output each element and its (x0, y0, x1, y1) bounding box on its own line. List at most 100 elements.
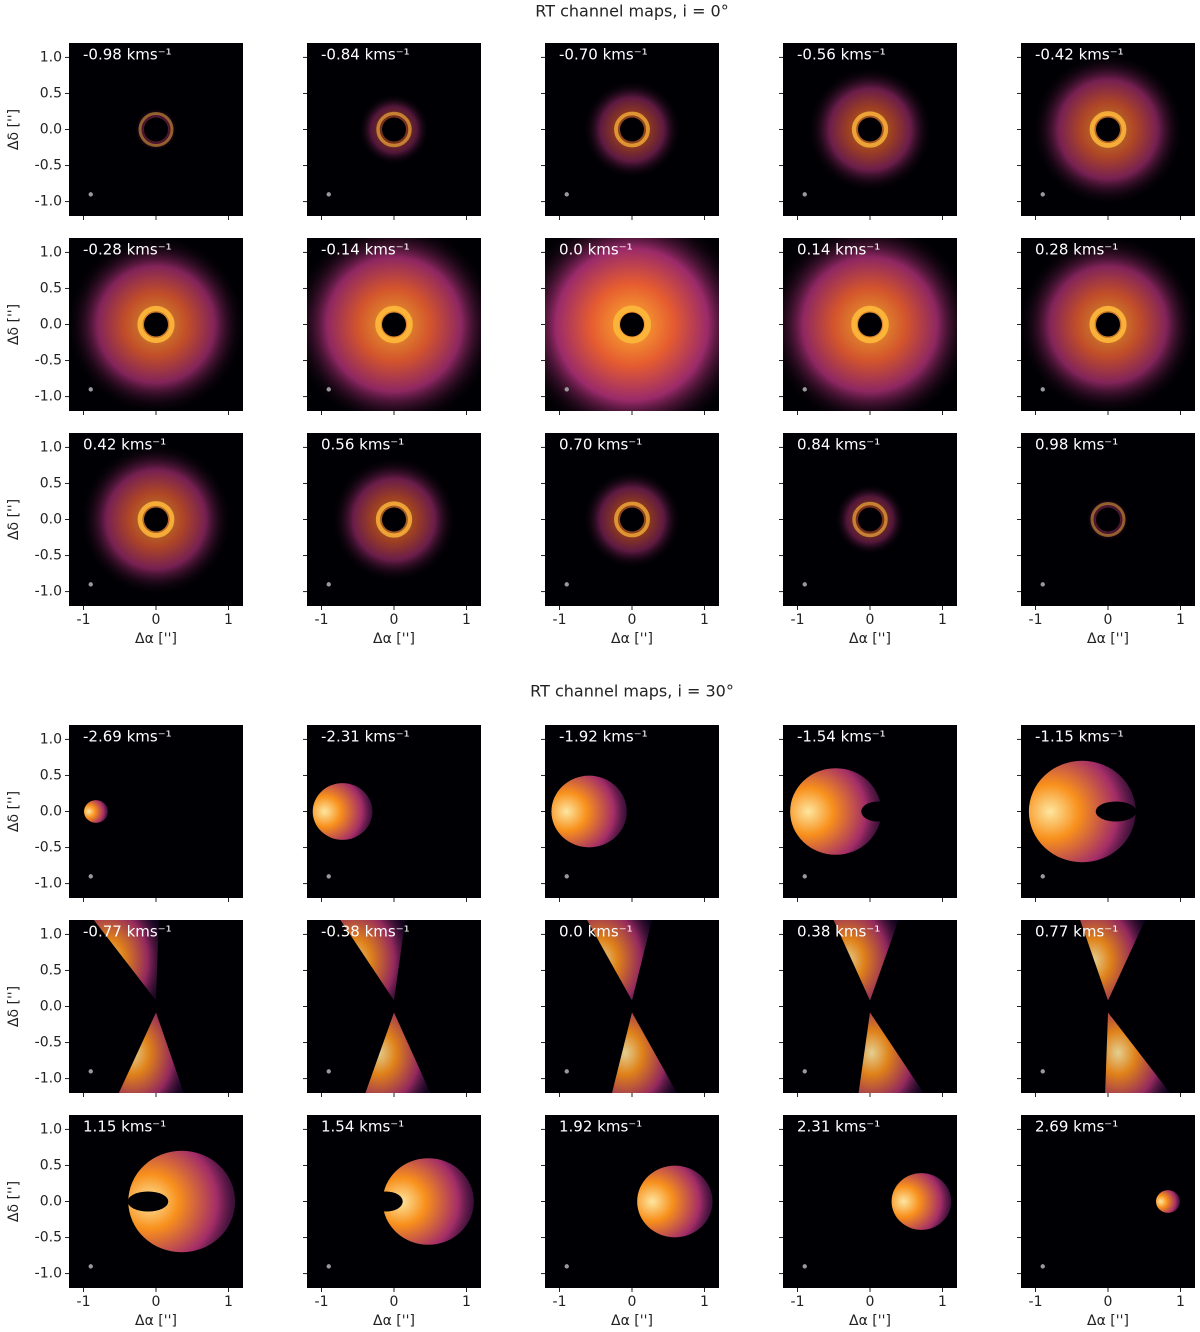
y-tick-label: 0.0 (40, 122, 62, 138)
channel-map (69, 43, 243, 216)
cavity (620, 117, 644, 142)
channel-label: 1.54 kms⁻¹ (321, 1118, 404, 1136)
channel-label: 0.56 kms⁻¹ (321, 436, 404, 454)
channel-map (69, 238, 243, 411)
beam (1040, 874, 1045, 879)
y-tick-label: 0.5 (40, 1157, 62, 1173)
x-tick-label: 1 (1176, 1294, 1185, 1310)
x-tick-label: 1 (938, 1294, 947, 1310)
channel-label: -0.28 kms⁻¹ (83, 241, 172, 259)
beam (88, 387, 93, 392)
x-tick-label: 1 (1176, 612, 1185, 628)
emission-lobe (1028, 760, 1136, 863)
channel-map (1021, 1115, 1195, 1288)
x-axis-label: Δα [''] (611, 1313, 653, 1329)
y-tick-label: 1.0 (40, 49, 62, 65)
channel-map (69, 725, 243, 898)
x-tick-label: 1 (700, 612, 709, 628)
emission-ring (1090, 502, 1126, 537)
x-tick-label: 0 (390, 1294, 399, 1310)
x-axis-label: Δα [''] (1087, 1313, 1129, 1329)
y-tick-label: 0.0 (40, 804, 62, 820)
emission-lobe (128, 1150, 236, 1253)
channel-label: 0.77 kms⁻¹ (1035, 923, 1118, 941)
x-tick-label: -1 (315, 612, 329, 628)
emission-ring (614, 111, 650, 148)
channel-map (545, 43, 719, 216)
beam (88, 1264, 93, 1269)
beam (802, 1264, 807, 1269)
x-tick-label: 0 (628, 612, 637, 628)
channel-map (307, 433, 481, 606)
channel-map (1021, 433, 1195, 606)
beam (88, 582, 93, 587)
channel-label: 0.70 kms⁻¹ (559, 436, 642, 454)
y-tick-label: 0.5 (40, 767, 62, 783)
emission-lobe (551, 775, 627, 848)
channel-label: -0.38 kms⁻¹ (321, 923, 410, 941)
channel-map (783, 725, 957, 898)
cavity (858, 312, 882, 337)
beam (564, 874, 569, 879)
y-tick-label: -1.0 (35, 194, 62, 210)
emission-fan (365, 1012, 431, 1093)
channel-label: 0.42 kms⁻¹ (83, 436, 166, 454)
y-axis-label: Δδ [''] (6, 499, 22, 540)
cavity (1096, 507, 1120, 532)
beam (802, 874, 807, 879)
chart-title: RT channel maps, i = 30° (530, 682, 734, 701)
x-tick-label: -1 (315, 1294, 329, 1310)
channel-map (69, 433, 243, 606)
y-tick-label: -1.0 (35, 389, 62, 405)
emission-ring (851, 111, 889, 148)
cavity (1095, 801, 1137, 822)
x-axis-label: Δα [''] (611, 631, 653, 647)
emission-lobe (891, 1173, 952, 1230)
channel-label: 1.92 kms⁻¹ (559, 1118, 642, 1136)
beam (88, 1069, 93, 1074)
beam (802, 192, 807, 197)
channel-map (307, 920, 481, 1093)
emission-lobe (382, 1158, 474, 1245)
x-tick-label: 0 (152, 1294, 161, 1310)
channel-map (783, 238, 957, 411)
x-tick-label: 0 (152, 612, 161, 628)
beam (326, 874, 331, 879)
emission-ring (138, 112, 174, 147)
y-tick-label: -1.0 (35, 584, 62, 600)
y-tick-label: -0.5 (35, 840, 62, 856)
x-tick-label: 0 (866, 1294, 875, 1310)
emission-ring (1089, 111, 1127, 148)
channel-label: -0.84 kms⁻¹ (321, 46, 410, 64)
cavity (626, 801, 654, 822)
channel-label: 2.69 kms⁻¹ (1035, 1118, 1118, 1136)
beam (564, 387, 569, 392)
channel-label: 0.98 kms⁻¹ (1035, 436, 1118, 454)
channel-map (1021, 43, 1195, 216)
x-axis-label: Δα [''] (373, 631, 415, 647)
y-tick-label: 0.0 (40, 317, 62, 333)
emission-ring (852, 501, 888, 538)
y-tick-label: -1.0 (35, 1071, 62, 1087)
emission-ring (1089, 305, 1127, 344)
emission-ring (375, 501, 413, 538)
channel-map (1021, 725, 1195, 898)
emission-lobe (312, 783, 373, 840)
y-tick-label: -0.5 (35, 1035, 62, 1051)
beam (326, 1264, 331, 1269)
emission-lobe (1156, 1190, 1180, 1213)
beam (88, 192, 93, 197)
beam (802, 1069, 807, 1074)
channel-map (783, 920, 957, 1093)
channel-label: -0.56 kms⁻¹ (797, 46, 886, 64)
cavity (144, 312, 168, 337)
beam (1040, 582, 1045, 587)
channel-label: -0.77 kms⁻¹ (83, 923, 172, 941)
cavity (858, 117, 882, 142)
cavity (382, 117, 406, 142)
emission-ring (851, 305, 889, 344)
cavity (1096, 312, 1120, 337)
channel-map (307, 1115, 481, 1288)
x-tick-label: -1 (791, 612, 805, 628)
y-tick-label: 0.0 (40, 1194, 62, 1210)
